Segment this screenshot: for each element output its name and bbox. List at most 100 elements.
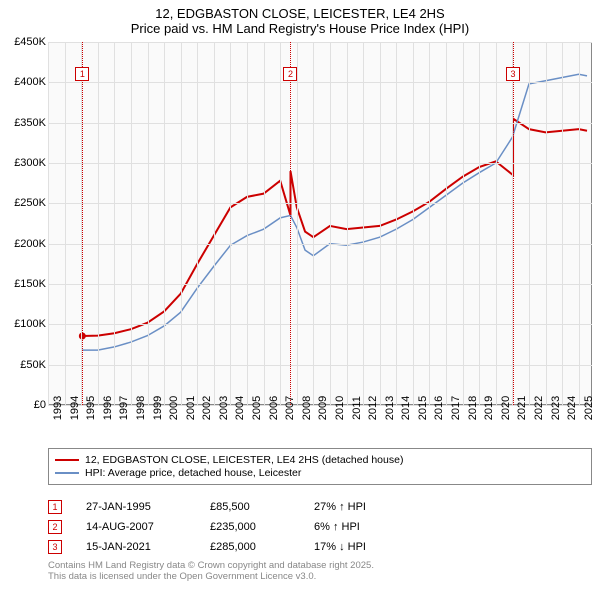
event-marker: 2 bbox=[48, 520, 62, 534]
marker-box: 3 bbox=[506, 67, 520, 81]
gridline-h bbox=[48, 365, 592, 366]
gridline-h bbox=[48, 163, 592, 164]
x-tick-label: 1999 bbox=[152, 396, 164, 420]
gridline-h bbox=[48, 82, 592, 83]
gridline-v bbox=[214, 42, 215, 405]
gridline-v bbox=[579, 42, 580, 405]
gridline-v bbox=[496, 42, 497, 405]
x-tick-label: 1997 bbox=[118, 396, 130, 420]
chart-container: 12, EDGBASTON CLOSE, LEICESTER, LE4 2HS … bbox=[0, 0, 600, 590]
x-tick-label: 2013 bbox=[384, 396, 396, 420]
x-tick-label: 2008 bbox=[301, 396, 313, 420]
event-date: 27-JAN-1995 bbox=[86, 501, 186, 513]
y-tick-label: £400K bbox=[14, 76, 46, 88]
legend-swatch bbox=[55, 472, 79, 474]
series-line bbox=[81, 74, 587, 350]
gridline-v bbox=[363, 42, 364, 405]
y-tick-label: £450K bbox=[14, 36, 46, 48]
gridline-v bbox=[463, 42, 464, 405]
y-tick-label: £100K bbox=[14, 318, 46, 330]
gridline-h bbox=[48, 284, 592, 285]
event-price: £285,000 bbox=[210, 541, 290, 553]
x-tick-label: 2018 bbox=[467, 396, 479, 420]
gridline-v bbox=[479, 42, 480, 405]
gridline-v bbox=[330, 42, 331, 405]
gridline-v bbox=[48, 42, 49, 405]
x-tick-label: 2015 bbox=[417, 396, 429, 420]
event-delta: 17% ↓ HPI bbox=[314, 541, 414, 553]
x-tick-label: 2016 bbox=[433, 396, 445, 420]
gridline-v bbox=[413, 42, 414, 405]
y-tick-label: £200K bbox=[14, 238, 46, 250]
x-tick-label: 2012 bbox=[367, 396, 379, 420]
event-table: 127-JAN-1995£85,50027% ↑ HPI214-AUG-2007… bbox=[48, 494, 592, 560]
y-tick-label: £150K bbox=[14, 278, 46, 290]
x-tick-label: 1994 bbox=[69, 396, 81, 420]
gridline-v bbox=[546, 42, 547, 405]
gridline-v bbox=[429, 42, 430, 405]
x-tick-label: 1995 bbox=[85, 396, 97, 420]
x-tick-label: 2024 bbox=[566, 396, 578, 420]
gridline-v bbox=[297, 42, 298, 405]
marker-dotted-line bbox=[513, 42, 514, 405]
gridline-v bbox=[380, 42, 381, 405]
gridline-v bbox=[131, 42, 132, 405]
marker-box: 1 bbox=[75, 67, 89, 81]
y-tick-label: £50K bbox=[20, 359, 46, 371]
gridline-v bbox=[230, 42, 231, 405]
title-block: 12, EDGBASTON CLOSE, LEICESTER, LE4 2HS … bbox=[0, 0, 600, 36]
event-row: 2 14-AUG-2007 £235,000 6% ↑ HPI bbox=[48, 520, 592, 534]
x-tick-label: 2000 bbox=[168, 396, 180, 420]
title-line-1: 12, EDGBASTON CLOSE, LEICESTER, LE4 2HS bbox=[0, 6, 600, 21]
x-tick-label: 2010 bbox=[334, 396, 346, 420]
y-tick-label: £300K bbox=[14, 157, 46, 169]
x-tick-label: 2006 bbox=[268, 396, 280, 420]
x-tick-label: 2022 bbox=[533, 396, 545, 420]
event-date: 14-AUG-2007 bbox=[86, 521, 186, 533]
legend-label: HPI: Average price, detached house, Leic… bbox=[85, 467, 301, 479]
series-line bbox=[82, 119, 587, 336]
marker-box: 2 bbox=[283, 67, 297, 81]
gridline-h bbox=[48, 324, 592, 325]
x-tick-label: 2020 bbox=[500, 396, 512, 420]
x-tick-label: 2002 bbox=[201, 396, 213, 420]
gridline-v bbox=[164, 42, 165, 405]
gridline-v bbox=[280, 42, 281, 405]
x-tick-label: 2005 bbox=[251, 396, 263, 420]
gridline-v bbox=[98, 42, 99, 405]
x-tick-label: 1998 bbox=[135, 396, 147, 420]
x-tick-label: 2017 bbox=[450, 396, 462, 420]
x-tick-label: 2001 bbox=[185, 396, 197, 420]
x-tick-label: 2004 bbox=[234, 396, 246, 420]
gridline-v bbox=[197, 42, 198, 405]
legend: 12, EDGBASTON CLOSE, LEICESTER, LE4 2HS … bbox=[48, 448, 592, 485]
gridline-v bbox=[264, 42, 265, 405]
chart-svg bbox=[48, 42, 592, 405]
x-tick-label: 2011 bbox=[351, 396, 363, 420]
gridline-v bbox=[65, 42, 66, 405]
event-price: £85,500 bbox=[210, 501, 290, 513]
gridline-h bbox=[48, 244, 592, 245]
gridline-v bbox=[529, 42, 530, 405]
x-tick-label: 2021 bbox=[516, 396, 528, 420]
x-tick-label: 1993 bbox=[52, 396, 64, 420]
x-tick-label: 2019 bbox=[483, 396, 495, 420]
legend-swatch bbox=[55, 459, 79, 461]
gridline-h bbox=[48, 203, 592, 204]
gridline-v bbox=[247, 42, 248, 405]
event-row: 315-JAN-2021£285,00017% ↓ HPI bbox=[48, 540, 592, 554]
x-tick-label: 2025 bbox=[583, 396, 595, 420]
event-price: £235,000 bbox=[210, 521, 290, 533]
gridline-v bbox=[562, 42, 563, 405]
marker-dotted-line bbox=[290, 42, 291, 405]
event-delta: 6% ↑ HPI bbox=[314, 521, 414, 533]
gridline-v bbox=[446, 42, 447, 405]
plot-area: 1 2 3 bbox=[48, 42, 592, 405]
legend-row: 12, EDGBASTON CLOSE, LEICESTER, LE4 2HS … bbox=[55, 454, 585, 466]
gridline-v bbox=[148, 42, 149, 405]
event-row: 127-JAN-1995£85,50027% ↑ HPI bbox=[48, 500, 592, 514]
footer-line-2: This data is licensed under the Open Gov… bbox=[48, 571, 592, 582]
gridline-v bbox=[396, 42, 397, 405]
x-tick-label: 1996 bbox=[102, 396, 114, 420]
footer: Contains HM Land Registry data © Crown c… bbox=[48, 560, 592, 583]
